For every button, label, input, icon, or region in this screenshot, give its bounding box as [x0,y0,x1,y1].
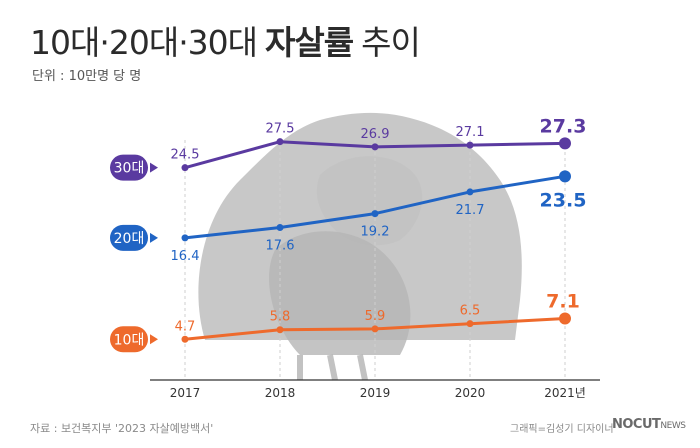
data-point [466,141,474,149]
data-label: 4.7 [175,319,196,334]
silhouette-illustration [198,112,522,381]
data-label: 24.5 [171,148,200,163]
x-tick-label: 2020 [455,386,486,400]
silhouette-legs [297,354,368,381]
badge-arrow [150,162,158,173]
x-tick-label: 2019 [360,386,391,400]
x-tick-label: 2021년 [544,386,586,400]
silhouette-head [316,156,423,246]
data-point [181,234,189,242]
x-tick-label: 2017 [170,386,201,400]
graphic-credit: 그래픽=김성기 디자이너 [510,424,614,435]
data-label: 5.8 [270,310,291,325]
data-label: 21.7 [456,203,485,218]
data-label: 16.4 [171,249,200,264]
chart-title: 10대·20대·30대 자살률 추이 [30,16,421,64]
data-label: 5.9 [365,309,386,324]
source-note: 자료 : 보건복지부 '2023 자살예방백서' [30,422,214,435]
data-label: 27.5 [266,122,295,137]
x-axis: 2017 2018 2019 2020 2021년 [150,379,600,400]
badge-pill [110,224,148,251]
data-point [181,335,189,343]
brand-sub: NEWS [660,421,686,431]
data-label: 7.1 [546,290,580,312]
data-point [559,312,571,325]
data-label: 23.5 [540,189,587,211]
title-part-groups: 10대·20대·30대 [30,23,258,62]
title-part-trend: 추이 [361,23,421,62]
badge-arrow [150,232,158,243]
badge-label: 30대 [114,161,145,177]
data-point [559,137,571,150]
badge-label: 10대 [114,332,145,348]
data-point [371,210,379,218]
data-label: 17.6 [266,238,295,253]
data-point [371,325,379,333]
data-label: 27.3 [540,115,587,137]
x-tick-label: 2018 [265,386,296,400]
unit-label: 단위 : 10만명 당 명 [32,69,142,84]
badge-pill [110,326,148,353]
brand-logo: NOCUTNEWS [612,417,686,432]
badge-arrow [150,334,158,345]
series-badge-2: 10대 [110,326,158,353]
badge-pill [110,154,148,181]
data-point [276,223,284,231]
data-point [181,164,189,172]
series-badge-0: 30대 [110,154,158,181]
series-badge-1: 20대 [110,224,158,251]
data-label: 26.9 [361,127,390,142]
data-label: 27.1 [456,125,485,140]
data-point [371,143,379,151]
title-part-suicide-rate: 자살률 [265,23,354,62]
data-label: 19.2 [361,225,390,240]
data-point [276,326,284,334]
data-point [276,138,284,146]
data-point [559,170,571,183]
series-group: 24.5 27.5 26.9 27.1 27.3 16.4 17.6 19.2 21.7 23.5… [171,115,587,343]
data-point [466,320,474,328]
badge-label: 20대 [114,231,145,247]
data-point [466,188,474,196]
brand-main: NOCUT [612,417,661,432]
series-badges: 30대 20대 10대 [110,154,158,353]
data-label: 6.5 [460,304,481,319]
